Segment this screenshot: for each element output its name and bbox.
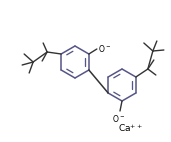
- Text: Ca$^{++}$: Ca$^{++}$: [118, 122, 143, 134]
- Text: O$^-$: O$^-$: [113, 112, 126, 124]
- Text: O$^-$: O$^-$: [98, 42, 111, 54]
